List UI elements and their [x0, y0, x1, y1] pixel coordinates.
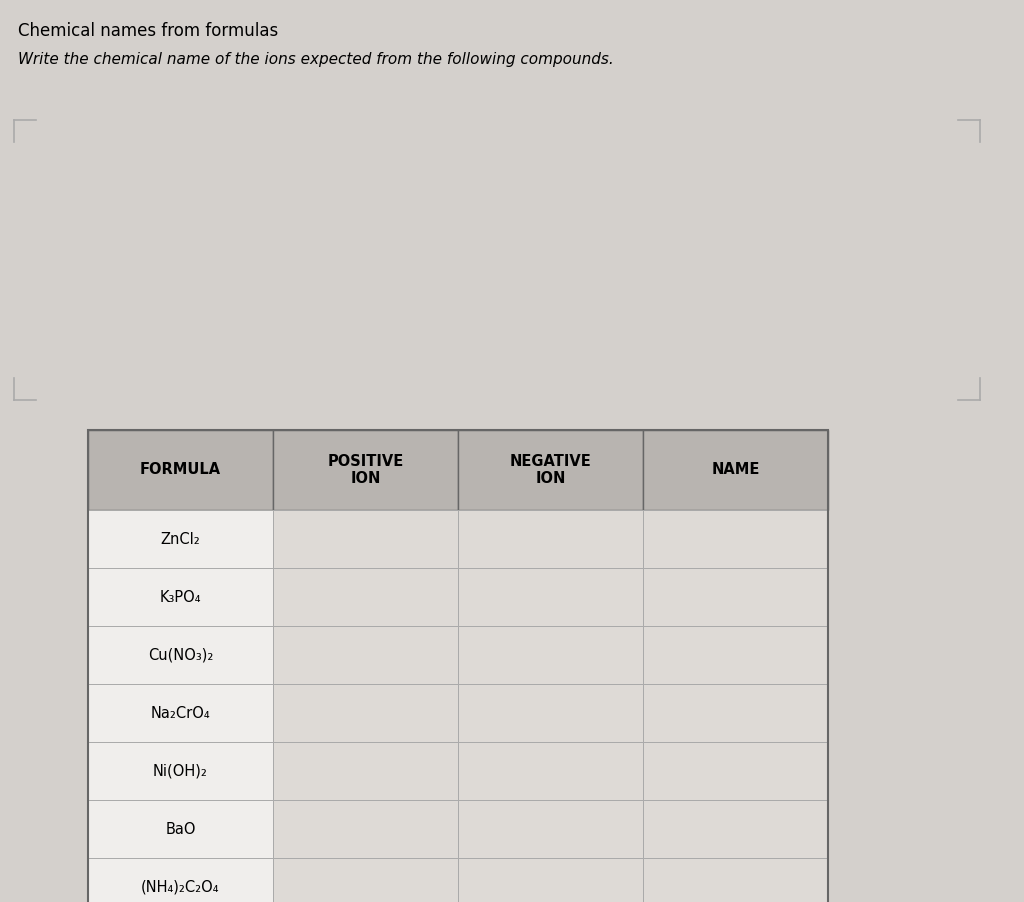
Text: NAME: NAME	[712, 463, 760, 477]
Bar	[88, 568, 273, 626]
Text: Na₂CrO₄: Na₂CrO₄	[151, 705, 210, 721]
Bar	[458, 626, 643, 684]
Bar	[88, 626, 273, 684]
Bar	[458, 800, 643, 858]
Bar	[273, 684, 458, 742]
Bar	[273, 742, 458, 800]
Bar	[88, 430, 828, 902]
Bar	[458, 510, 643, 568]
Bar	[458, 742, 643, 800]
Text: K₃PO₄: K₃PO₄	[160, 590, 202, 604]
Text: ZnCl₂: ZnCl₂	[161, 531, 201, 547]
Bar	[643, 684, 828, 742]
Bar	[643, 568, 828, 626]
Bar	[88, 858, 273, 902]
Text: BaO: BaO	[165, 822, 196, 836]
Bar	[273, 626, 458, 684]
Bar	[88, 742, 273, 800]
Text: Write the chemical name of the ions expected from the following compounds.: Write the chemical name of the ions expe…	[18, 52, 613, 67]
Text: POSITIVE
ION: POSITIVE ION	[328, 454, 403, 486]
Bar	[643, 858, 828, 902]
Bar	[643, 800, 828, 858]
Text: Ni(OH)₂: Ni(OH)₂	[153, 763, 208, 778]
Text: Chemical names from formulas: Chemical names from formulas	[18, 22, 279, 40]
Bar	[273, 858, 458, 902]
Bar	[88, 800, 273, 858]
Text: FORMULA: FORMULA	[140, 463, 221, 477]
Bar	[273, 800, 458, 858]
Text: NEGATIVE
ION: NEGATIVE ION	[510, 454, 592, 486]
Bar	[88, 430, 273, 510]
Bar	[273, 430, 458, 510]
Bar	[458, 858, 643, 902]
Bar	[458, 568, 643, 626]
Text: (NH₄)₂C₂O₄: (NH₄)₂C₂O₄	[141, 879, 220, 895]
Bar	[273, 568, 458, 626]
Bar	[643, 742, 828, 800]
Bar	[643, 510, 828, 568]
Bar	[88, 684, 273, 742]
Bar	[643, 430, 828, 510]
Bar	[643, 626, 828, 684]
Bar	[458, 430, 643, 510]
Bar	[458, 684, 643, 742]
Bar	[273, 510, 458, 568]
Text: Cu(NO₃)₂: Cu(NO₃)₂	[147, 648, 213, 662]
Bar	[88, 510, 273, 568]
